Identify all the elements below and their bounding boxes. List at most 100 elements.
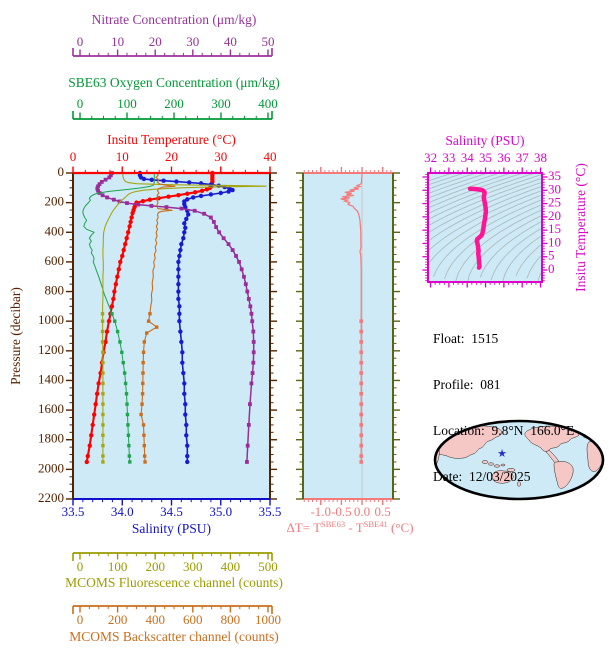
ts-salinity-tick-label: 35 <box>479 150 492 165</box>
pressure-axis-title: Pressure (decibar) <box>8 287 23 385</box>
pressure-tick-label: 800 <box>45 283 65 298</box>
x-axis-nitrate: 0 10 20 30 40 50 Nitrate Concentration (μm/kg) <box>72 12 275 57</box>
fluorescence-tick-label: 500 <box>258 559 278 574</box>
ts-temperature-tick-label: 5 <box>548 248 555 263</box>
pressure-tick-label: 600 <box>45 253 65 268</box>
temperature-tick-label: 30 <box>214 149 227 164</box>
series-oxygen <box>82 173 155 464</box>
ts-salinity-title: Salinity (PSU) <box>445 133 524 148</box>
date: Date: 12/03/2025 <box>433 469 531 484</box>
series-fluorescence <box>100 173 267 464</box>
oxygen-tick-label: 300 <box>211 96 231 111</box>
backscatter-tick-label: 600 <box>183 612 203 627</box>
series-t-s-profile <box>467 186 489 270</box>
backscatter-tick-label: 800 <box>221 612 241 627</box>
ts-temperature-tick-label: 10 <box>548 234 561 249</box>
ts-axes: 32 33 34 35 36 37 38 Salinity (PSU) 051015202530… <box>422 133 588 292</box>
profile-number: Profile: 081 <box>433 377 501 392</box>
backscatter-tick-label: 0 <box>77 612 84 627</box>
salinity-axis-title: Salinity (PSU) <box>132 521 211 536</box>
temperature-tick-label: 10 <box>116 149 129 164</box>
fluorescence-axis-title: MCOMS Fluorescence channel (counts) <box>65 575 283 590</box>
salinity-tick-label: 35.5 <box>259 504 282 519</box>
nitrate-tick-label: 50 <box>262 34 275 49</box>
ts-temperature-tick-label: 30 <box>548 181 561 196</box>
fluorescence-tick-label: 400 <box>221 559 241 574</box>
delta-t-axes: -1.0 -0.5 0.0 0.5ΔT= TSBE63 - TSBE41 (°C) <box>286 167 414 535</box>
x-axis-temperature: 0 10 20 30 40 Insitu Temperature (°C) <box>70 132 277 174</box>
salinity-tick-label: 34.0 <box>111 504 134 519</box>
pressure-tick-label: 1800 <box>38 431 64 446</box>
temperature-tick-label: 0 <box>70 149 77 164</box>
ts-salinity-tick-label: 32 <box>424 150 437 165</box>
delta-t-panel <box>303 173 393 499</box>
float-location-star-icon: ★ <box>497 448 507 460</box>
oxygen-tick-label: 0 <box>77 96 84 111</box>
ts-temperature-tick-label: 0 <box>548 261 555 276</box>
location: Location: 9.8°N 166.0°E <box>433 423 575 438</box>
pressure-tick-label: 200 <box>45 194 65 209</box>
pressure-tick-label: 0 <box>58 164 65 179</box>
salinity-tick-label: 35.0 <box>209 504 232 519</box>
ts-salinity-tick-label: 38 <box>534 150 547 165</box>
ts-temperature-tick-label: 35 <box>548 168 561 183</box>
pressure-tick-label: 2200 <box>38 490 64 505</box>
backscatter-axis-title: MCOMS Backscatter channel (counts) <box>69 629 279 644</box>
ts-salinity-tick-label: 34 <box>461 150 475 165</box>
x-axis-oxygen: 0 100 200 300 400 SBE63 Oxygen Concentration … <box>68 75 280 120</box>
pressure-tick-label: 1200 <box>38 342 64 357</box>
oxygen-tick-label: 200 <box>164 96 184 111</box>
x-axis-salinity: 33.5 34.0 34.5 35.0 35.5 Salinity (PSU) <box>62 498 282 536</box>
nitrate-tick-label: 40 <box>224 34 237 49</box>
temperature-axis-title: Insitu Temperature (°C) <box>107 132 236 147</box>
map-south-america <box>553 461 574 489</box>
oxygen-tick-label: 400 <box>258 96 278 111</box>
pressure-tick-label: 1600 <box>38 401 64 416</box>
oxygen-axis-title: SBE63 Oxygen Concentration (μm/kg) <box>68 75 280 90</box>
fluorescence-tick-label: 100 <box>108 559 128 574</box>
backscatter-tick-label: 200 <box>108 612 128 627</box>
ts-salinity-tick-label: 37 <box>516 150 530 165</box>
map-australia <box>492 470 514 484</box>
pressure-axis: 0 200 400 600 800 1000 1200 1400 1600 1800 2000 220… <box>8 164 277 505</box>
fluorescence-tick-label: 300 <box>183 559 203 574</box>
x-axis-backscatter: 0 200 400 600 800 1000 MCOMS Backscatter chann… <box>69 605 281 644</box>
float-info-block: Float: 1515 Profile: 081 Location: 9.8°N… <box>433 301 574 500</box>
nitrate-tick-label: 10 <box>111 34 124 49</box>
fluorescence-tick-label: 200 <box>145 559 165 574</box>
delta-t-tick-label: -0.5 <box>331 504 352 519</box>
pressure-tick-label: 1000 <box>38 312 64 327</box>
pressure-tick-label: 400 <box>45 223 65 238</box>
delta-t-tick-label: -1.0 <box>310 504 331 519</box>
ts-temperature-tick-label: 25 <box>548 195 561 210</box>
series-delta-t <box>340 173 364 464</box>
backscatter-tick-label: 1000 <box>255 612 281 627</box>
nitrate-axis-title: Nitrate Concentration (μm/kg) <box>92 12 257 27</box>
salinity-tick-label: 33.5 <box>62 504 85 519</box>
series-backscatter <box>139 172 176 464</box>
backscatter-tick-label: 400 <box>145 612 165 627</box>
pressure-tick-label: 2000 <box>38 460 64 475</box>
delta-t-axis-title: ΔT= TSBE63 - TSBE41 (°C) <box>286 519 413 535</box>
series-salinity <box>137 170 235 465</box>
nitrate-tick-label: 30 <box>186 34 199 49</box>
map-outline <box>433 419 605 501</box>
temperature-tick-label: 40 <box>264 149 277 164</box>
ts-temperature-title: Insitu Temperature (°C) <box>573 163 588 292</box>
nitrate-tick-label: 0 <box>77 34 84 49</box>
delta-t-tick-label: 0.5 <box>375 504 391 519</box>
salinity-tick-label: 34.5 <box>160 504 183 519</box>
ts-salinity-tick-label: 33 <box>442 150 455 165</box>
nitrate-tick-label: 20 <box>149 34 162 49</box>
float-id: Float: 1515 <box>433 331 499 346</box>
ts-temperature-tick-label: 20 <box>548 208 561 223</box>
ts-salinity-tick-label: 36 <box>497 150 511 165</box>
pressure-tick-label: 1400 <box>38 371 64 386</box>
delta-t-tick-label: 0.0 <box>354 504 370 519</box>
fluorescence-tick-label: 0 <box>77 559 84 574</box>
oxygen-tick-label: 100 <box>117 96 137 111</box>
temperature-tick-label: 20 <box>165 149 178 164</box>
